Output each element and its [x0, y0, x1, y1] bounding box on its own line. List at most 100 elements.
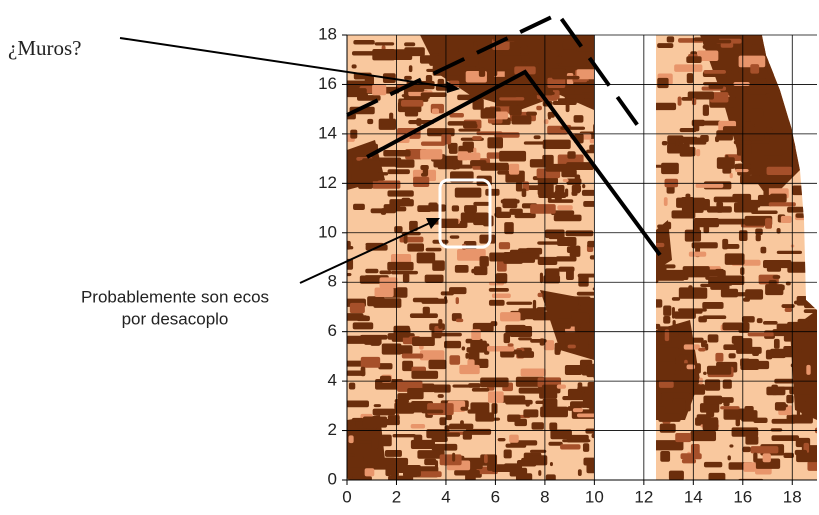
reflection — [781, 304, 794, 308]
reflection — [351, 172, 379, 181]
reflection — [729, 444, 733, 447]
reflection — [688, 285, 692, 289]
reflection — [411, 424, 425, 429]
reflection — [456, 297, 459, 304]
reflection — [481, 108, 496, 118]
y-tick-label: 14 — [318, 123, 337, 142]
reflection — [753, 78, 766, 88]
reflection — [701, 341, 705, 348]
x-tick-label: 6 — [491, 487, 500, 506]
reflection — [509, 164, 519, 175]
reflection — [810, 172, 819, 183]
reflection — [692, 98, 696, 105]
reflection — [805, 180, 811, 189]
reflection — [660, 424, 676, 433]
reflection — [502, 199, 517, 209]
reflection — [349, 383, 355, 390]
reflection — [530, 450, 546, 453]
reflection — [452, 160, 457, 170]
reflection — [805, 397, 819, 402]
y-tick-label: 8 — [328, 272, 337, 291]
chart: 024681012141618024681012141618 ¿Muros? P… — [0, 0, 819, 515]
reflection — [364, 335, 382, 345]
reflection — [766, 128, 773, 134]
reflection — [763, 453, 771, 462]
reflection — [716, 202, 723, 213]
reflection — [787, 262, 807, 273]
reflection — [509, 435, 519, 443]
reflection — [433, 385, 450, 393]
reflection — [664, 197, 668, 206]
reflection — [519, 387, 542, 393]
reflection — [753, 453, 757, 463]
reflection — [807, 243, 819, 247]
reflection — [471, 329, 481, 340]
reflection — [729, 353, 736, 358]
reflection — [420, 350, 444, 360]
reflection — [586, 103, 614, 107]
reflection — [704, 462, 722, 468]
reflection — [552, 76, 580, 79]
reflection — [578, 382, 583, 391]
reflection — [563, 40, 574, 49]
reflection — [781, 161, 786, 166]
y-tick-label: 10 — [318, 222, 337, 241]
reflection — [694, 37, 719, 41]
reflection — [667, 222, 671, 230]
reflection — [458, 151, 469, 160]
reflection — [755, 229, 763, 235]
reflection — [452, 453, 455, 462]
reflection — [703, 70, 726, 74]
reflection — [545, 268, 560, 278]
reflection — [662, 141, 668, 145]
reflection — [382, 344, 402, 355]
reflection — [489, 418, 500, 421]
reflection — [674, 311, 696, 318]
reflection — [341, 313, 364, 320]
reflection — [737, 144, 752, 156]
reflection — [762, 149, 782, 156]
reflection — [379, 271, 391, 275]
reflection — [438, 319, 442, 329]
reflection — [388, 169, 410, 174]
reflection — [567, 151, 575, 159]
reflection — [773, 387, 798, 390]
reflection — [558, 98, 576, 102]
reflection — [522, 189, 527, 197]
reflection — [659, 381, 674, 388]
x-tick-label: 2 — [392, 487, 401, 506]
reflection — [583, 443, 589, 452]
reflection — [549, 422, 557, 430]
reflection — [402, 353, 423, 358]
reflection — [787, 322, 815, 327]
reflection — [673, 398, 686, 403]
reflection — [550, 430, 571, 440]
reflection — [732, 69, 738, 74]
reflection — [467, 359, 474, 370]
reflection — [374, 404, 381, 407]
reflection — [570, 246, 581, 257]
reflection — [350, 303, 365, 313]
reflection — [420, 165, 428, 170]
reflection — [424, 459, 436, 466]
reflection — [809, 201, 819, 210]
reflection — [385, 450, 402, 457]
reflection — [487, 346, 514, 351]
reflection — [566, 103, 570, 113]
reflection — [703, 419, 719, 430]
reflection — [510, 468, 527, 477]
reflection — [381, 208, 386, 215]
reflection — [407, 243, 424, 251]
reflection — [573, 408, 583, 412]
reflection — [394, 226, 402, 233]
reflection — [404, 47, 425, 56]
reflection — [696, 149, 700, 156]
reflection — [765, 218, 772, 229]
reflection — [566, 339, 589, 350]
reflection — [770, 194, 787, 203]
reflection — [472, 136, 482, 140]
reflection — [581, 88, 598, 92]
reflection — [556, 56, 562, 64]
reflection — [772, 435, 799, 441]
reflection — [428, 360, 446, 369]
